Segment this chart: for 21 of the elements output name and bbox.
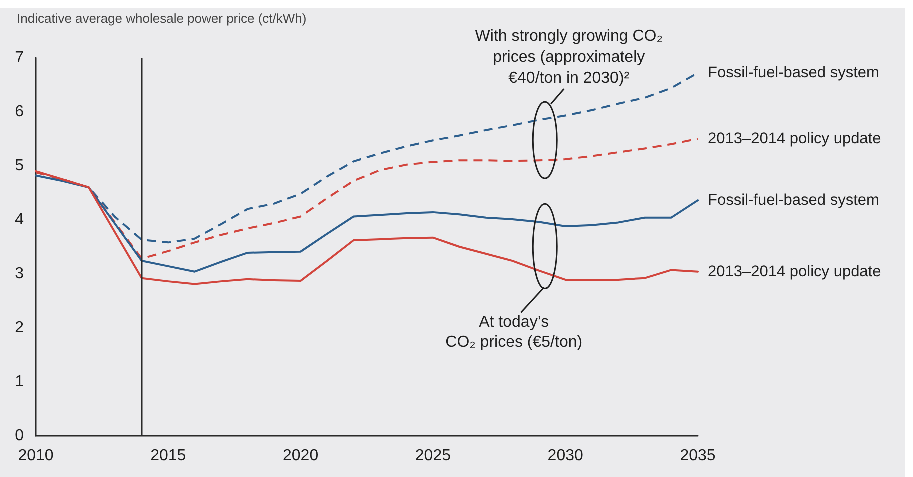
y-tick-label: 4: [15, 212, 24, 228]
y-tick-label: 5: [15, 158, 24, 174]
y-tick-label: 6: [15, 104, 24, 120]
y-tick-label: 0: [15, 428, 24, 444]
y-axis-title: Indicative average wholesale power price (ct/kWh): [17, 11, 307, 26]
y-tick-label: 7: [15, 50, 24, 66]
x-tick-label: 2035: [680, 448, 716, 464]
series-label: 2013–2014 policy update: [708, 130, 882, 148]
x-tick-label: 2030: [548, 448, 584, 464]
series-label: Fossil-fuel-based system: [708, 64, 880, 82]
y-tick-label: 2: [15, 320, 24, 336]
x-tick-label: 2010: [18, 448, 54, 464]
x-tick-label: 2025: [415, 448, 452, 464]
x-tick-label: 2020: [283, 448, 319, 464]
series-label: Fossil-fuel-based system: [708, 192, 880, 210]
annotation: With strongly growing CO₂ prices (approximately €40/ton in 2030)²: [475, 27, 663, 90]
y-tick-label: 1: [15, 374, 24, 390]
y-tick-label: 3: [15, 266, 24, 282]
series-label: 2013–2014 policy update: [708, 263, 882, 280]
x-tick-label: 2015: [150, 448, 186, 464]
annotation: At today’s CO₂ prices (€5/ton): [446, 312, 583, 353]
